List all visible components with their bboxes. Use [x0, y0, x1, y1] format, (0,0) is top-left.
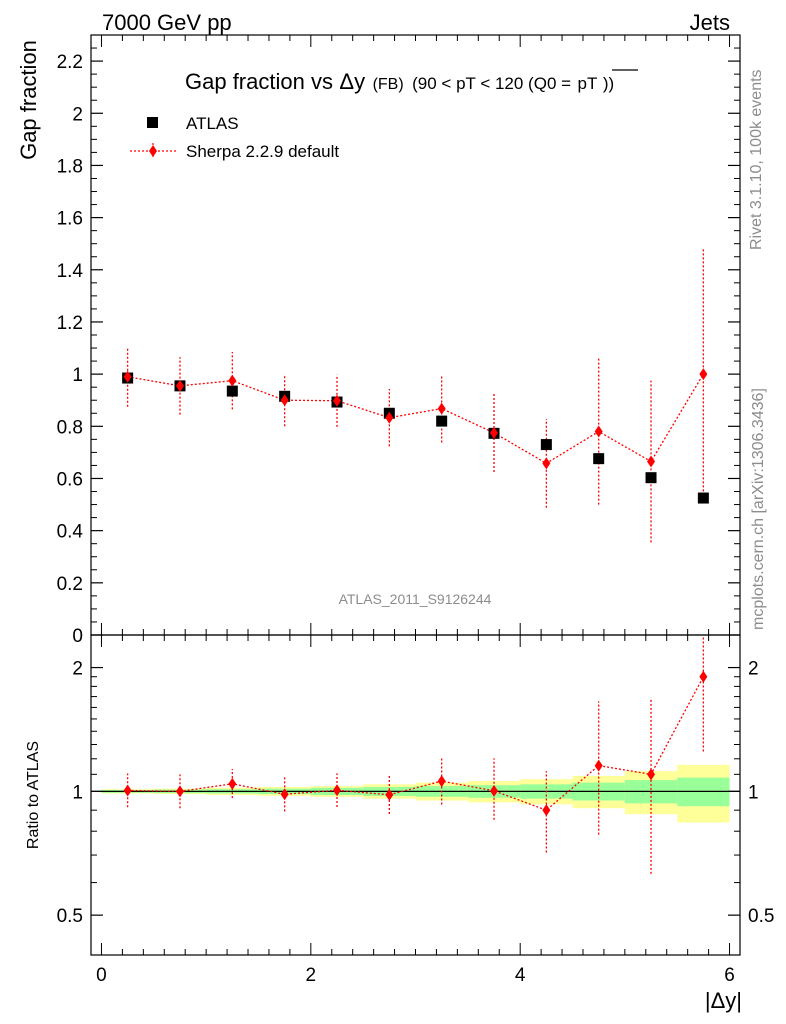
- main-plot-layer: 0 0.2 0.4 0.6 0.8 1 1.2 1.4 1.6 1.8 2 2.2: [57, 35, 740, 647]
- ratio-sherpa-point: [228, 777, 237, 790]
- ratio-plot-layer: 0.5 0.5 1 1 2 2 0 2 4 6: [57, 635, 774, 986]
- ratio-sherpa-point: [437, 775, 446, 788]
- main-y-tick-label: 1.4: [57, 261, 84, 282]
- atlas-data-point: [697, 492, 709, 504]
- ratio-sherpa-point: [699, 670, 708, 683]
- atlas-data-point: [436, 415, 448, 427]
- ratio-sherpa-point: [123, 784, 132, 797]
- sherpa-data-point: [490, 426, 499, 439]
- sherpa-data-point: [175, 379, 184, 392]
- x-axis-label: |Δy|: [705, 988, 742, 1013]
- sherpa-data-point: [647, 455, 656, 468]
- ratio-y-tick-label: 1: [72, 782, 83, 803]
- ratio-panel: 0.5 0.5 1 1 2 2 0 2 4 6 Ratio to ATLAS |Δy|: [25, 634, 774, 1013]
- ratio-y-tick-label: 2: [72, 659, 83, 680]
- header-right-label: Jets: [690, 10, 730, 35]
- legend-atlas-label: ATLAS: [186, 114, 239, 133]
- mcplots-reference-label: mcplots.cern.ch [arXiv:1306.3436]: [750, 388, 767, 630]
- main-y-tick-label: 0.4: [57, 522, 84, 543]
- ratio-y-tick-label-right: 2: [748, 659, 759, 680]
- main-y-tick-label: 1.8: [57, 156, 83, 177]
- rivet-version-label: Rivet 3.1.10, 100k events: [748, 69, 765, 250]
- sherpa-data-point: [228, 374, 237, 387]
- title-range: (90 < pT < 120 (Q0 =: [412, 74, 571, 93]
- legend: ATLAS Sherpa 2.2.9 default: [130, 114, 339, 161]
- x-tick-label: 2: [306, 965, 317, 986]
- ratio-sherpa-point: [594, 759, 603, 772]
- ratio-y-axis-label: Ratio to ATLAS: [25, 741, 42, 849]
- main-y-tick-label: 0: [72, 626, 83, 647]
- main-y-tick-label: 0.6: [57, 469, 83, 490]
- atlas-data-point: [540, 439, 552, 451]
- atlas-data-point: [226, 385, 238, 397]
- ratio-y-tick-label: 0.5: [57, 906, 83, 927]
- main-y-tick-label: 2: [72, 104, 83, 125]
- ratio-sherpa-line: [127, 676, 704, 811]
- atlas-data-point: [645, 472, 657, 484]
- title-pt: pT: [578, 74, 598, 93]
- chart-title: Gap fraction vs Δy (FB) (90 < pT < 120 (…: [185, 69, 614, 94]
- sherpa-data-point: [542, 457, 551, 470]
- sherpa-data-point: [332, 394, 341, 407]
- sherpa-data-point: [699, 368, 708, 381]
- x-tick-label: 4: [515, 965, 526, 986]
- legend-sherpa-marker: [149, 145, 157, 157]
- ratio-sherpa-point: [647, 768, 656, 781]
- sherpa-data-point: [385, 411, 394, 424]
- ratio-sherpa-point: [542, 804, 551, 817]
- ratio-y-tick-label-right: 1: [748, 782, 759, 803]
- legend-atlas-marker: [147, 117, 158, 128]
- ratio-y-tick-label-right: 0.5: [748, 906, 774, 927]
- header-left-label: 7000 GeV pp: [102, 10, 232, 35]
- sherpa-series-line: [127, 373, 704, 465]
- title-fb: (FB): [373, 76, 404, 93]
- sherpa-data-point: [594, 425, 603, 438]
- title-delta-y: Δy: [339, 69, 365, 94]
- main-y-tick-label: 1.2: [57, 313, 83, 334]
- main-y-tick-label: 0.8: [57, 417, 83, 438]
- ratio-plot-frame: [90, 634, 741, 956]
- main-y-tick-label: 2.2: [57, 52, 83, 73]
- ratio-sherpa-point: [385, 788, 394, 801]
- main-y-tick-label: 0.2: [57, 574, 83, 595]
- x-tick-label: 6: [724, 965, 735, 986]
- sherpa-data-point: [437, 402, 446, 415]
- legend-sherpa-label: Sherpa 2.2.9 default: [186, 142, 339, 161]
- ratio-sherpa-point: [332, 784, 341, 797]
- analysis-watermark: ATLAS_2011_S9126244: [339, 591, 492, 607]
- x-tick-label: 0: [96, 965, 107, 986]
- main-y-tick-label: 1.6: [57, 209, 83, 230]
- main-panel: 0 0.2 0.4 0.6 0.8 1 1.2 1.4 1.6 1.8 2 2.2 Gap fract…: [16, 34, 741, 647]
- atlas-data-point: [593, 453, 605, 465]
- ratio-sherpa-point: [280, 788, 289, 801]
- ratio-sherpa-point: [175, 785, 184, 798]
- main-y-axis-label: Gap fraction: [16, 40, 41, 160]
- sherpa-data-point: [280, 394, 289, 407]
- main-y-tick-label: 1: [72, 365, 83, 386]
- title-main: Gap fraction vs: [185, 69, 333, 94]
- sherpa-data-point: [123, 370, 132, 383]
- title-close: )): [603, 74, 614, 93]
- ratio-sherpa-point: [490, 784, 499, 797]
